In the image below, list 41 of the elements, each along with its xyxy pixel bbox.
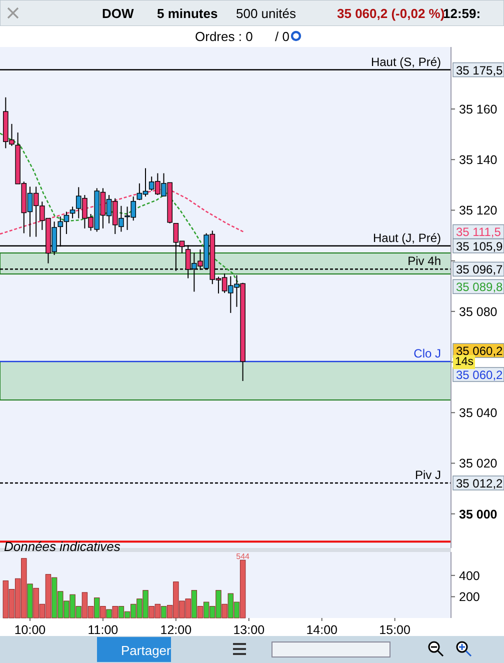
text: Ordres : 0 (195, 29, 253, 44)
x-tick-label: 10:00 (14, 623, 46, 637)
text: 35 012,2 (456, 476, 504, 490)
text: 5 minutes (157, 6, 218, 21)
x-tick-label: 14:00 (306, 623, 338, 637)
y-tick-label: 35 140 (459, 153, 498, 168)
x-tick-label: 12:00 (160, 623, 192, 637)
text: 35 089,8 (456, 280, 504, 294)
ref-line-label: Clo J (414, 346, 441, 361)
candlestick (70, 206, 76, 219)
y-tick-label: 35 120 (459, 204, 498, 218)
text: 35 060,2 (456, 368, 504, 382)
text: 35 111,5 (456, 225, 502, 240)
text: 35 096,7 (456, 262, 504, 277)
text: 35 105,9 (456, 239, 504, 254)
y-tick-label: 35 020 (459, 456, 498, 471)
x-tick-label: 11:00 (88, 623, 118, 637)
y-tick-label: 35 160 (459, 102, 498, 116)
text: 500 unités (236, 6, 296, 21)
ref-line-label: Piv 4h (408, 254, 441, 268)
line-series (0, 132, 241, 288)
data-label: 544 (236, 552, 250, 562)
text: Partager (121, 643, 172, 658)
y-tick-label: 35 080 (459, 304, 498, 319)
text: 35 060,2 (-0,02 %) (337, 6, 445, 21)
text: 35 060,2 (456, 344, 504, 358)
x-tick-label: 15:00 (379, 623, 411, 637)
text: 12:59: (443, 6, 481, 21)
text: DOW (102, 6, 134, 21)
text: 35 175,5 (456, 63, 504, 78)
y-tick-label: 200 (459, 590, 480, 604)
ref-line-label: Haut (S, Pré) (370, 54, 441, 69)
x-tick-label: 13:00 (233, 623, 265, 637)
y-tick-label: 35 000 (459, 507, 498, 522)
ref-line-label: Piv J (414, 468, 441, 482)
text: 14s (455, 356, 474, 368)
y-tick-label: 400 (459, 568, 480, 583)
y-tick-label: 35 040 (459, 406, 498, 420)
ref-line-label: Haut (J, Pré) (372, 230, 442, 245)
annotation: Données indicatives (4, 539, 121, 554)
text: / 0 (275, 29, 290, 44)
